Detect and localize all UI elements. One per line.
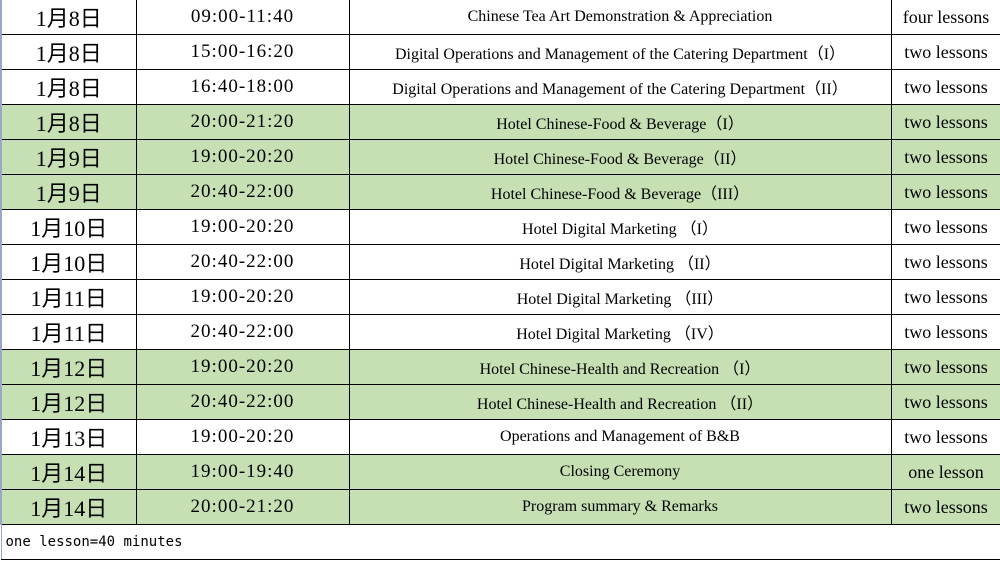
course-cell[interactable]: Hotel Digital Marketing （IV） <box>348 314 892 350</box>
course-cell[interactable]: Hotel Chinese-Food & Beverage（I） <box>348 104 892 140</box>
time-cell[interactable]: 20:40-22:00 <box>135 384 350 420</box>
lessons-cell[interactable]: two lessons <box>890 244 1000 280</box>
lessons-cell[interactable]: two lessons <box>890 104 1000 140</box>
date-cell[interactable]: 1月12日 <box>0 384 137 420</box>
course-cell[interactable]: Hotel Digital Marketing （III） <box>348 279 892 315</box>
course-cell[interactable]: Hotel Chinese-Health and Recreation （II） <box>348 384 892 420</box>
footnote-row: one lesson=40 minutes <box>0 524 1000 560</box>
date-cell[interactable]: 1月9日 <box>0 174 137 210</box>
date-cell[interactable]: 1月12日 <box>0 349 137 385</box>
course-cell[interactable]: Chinese Tea Art Demonstration & Apprecia… <box>348 0 892 35</box>
lessons-cell[interactable]: two lessons <box>890 489 1000 525</box>
lessons-cell[interactable]: two lessons <box>890 349 1000 385</box>
time-cell[interactable]: 20:00-21:20 <box>135 489 350 525</box>
table-row: 1月9日 19:00-20:20 Hotel Chinese-Food & Beve… <box>0 139 1000 175</box>
date-cell[interactable]: 1月11日 <box>0 314 137 350</box>
table-row: 1月14日 20:00-21:20 Program summary & Remark… <box>0 489 1000 525</box>
table-row: 1月10日 19:00-20:20 Hotel Digital Marketing … <box>0 209 1000 245</box>
time-cell[interactable]: 20:40-22:00 <box>135 174 350 210</box>
course-cell[interactable]: Closing Ceremony <box>348 454 892 490</box>
footnote-cell[interactable]: one lesson=40 minutes <box>0 524 1000 560</box>
time-cell[interactable]: 16:40-18:00 <box>135 69 350 105</box>
course-cell[interactable]: Hotel Chinese-Food & Beverage（III） <box>348 174 892 210</box>
table-row: 1月8日 16:40-18:00 Digital Operations and Ma… <box>0 69 1000 105</box>
time-cell[interactable]: 20:40-22:00 <box>135 244 350 280</box>
time-cell[interactable]: 15:00-16:20 <box>135 34 350 70</box>
lessons-cell[interactable]: two lessons <box>890 174 1000 210</box>
lessons-cell[interactable]: two lessons <box>890 139 1000 175</box>
course-cell[interactable]: Program summary & Remarks <box>348 489 892 525</box>
lessons-cell[interactable]: two lessons <box>890 69 1000 105</box>
lessons-cell[interactable]: two lessons <box>890 209 1000 245</box>
time-cell[interactable]: 19:00-20:20 <box>135 279 350 315</box>
lessons-cell[interactable]: four lessons <box>890 0 1000 35</box>
date-cell[interactable]: 1月10日 <box>0 244 137 280</box>
time-cell[interactable]: 19:00-20:20 <box>135 209 350 245</box>
table-row: 1月11日 20:40-22:00 Hotel Digital Marketing … <box>0 314 1000 350</box>
lessons-cell[interactable]: two lessons <box>890 34 1000 70</box>
table-row: 1月12日 20:40-22:00 Hotel Chinese-Health and… <box>0 384 1000 420</box>
course-cell[interactable]: Hotel Digital Marketing （I） <box>348 209 892 245</box>
lessons-cell[interactable]: two lessons <box>890 279 1000 315</box>
table-row: 1月8日 09:00-11:40 Chinese Tea Art Demonstra… <box>0 0 1000 35</box>
time-cell[interactable]: 19:00-20:20 <box>135 349 350 385</box>
lessons-cell[interactable]: one lesson <box>890 454 1000 490</box>
time-cell[interactable]: 19:00-19:40 <box>135 454 350 490</box>
date-cell[interactable]: 1月11日 <box>0 279 137 315</box>
date-cell[interactable]: 1月13日 <box>0 419 137 455</box>
date-cell[interactable]: 1月8日 <box>0 69 137 105</box>
date-cell[interactable]: 1月14日 <box>0 489 137 525</box>
course-cell[interactable]: Digital Operations and Management of the… <box>348 69 892 105</box>
table-row: 1月14日 19:00-19:40 Closing Ceremony one less… <box>0 454 1000 490</box>
table-row: 1月8日 15:00-16:20 Digital Operations and Ma… <box>0 34 1000 70</box>
date-cell[interactable]: 1月8日 <box>0 34 137 70</box>
course-cell[interactable]: Hotel Digital Marketing （II） <box>348 244 892 280</box>
date-cell[interactable]: 1月8日 <box>0 104 137 140</box>
time-cell[interactable]: 19:00-20:20 <box>135 139 350 175</box>
time-cell[interactable]: 09:00-11:40 <box>135 0 350 35</box>
table-row: 1月12日 19:00-20:20 Hotel Chinese-Health and… <box>0 349 1000 385</box>
time-cell[interactable]: 20:40-22:00 <box>135 314 350 350</box>
date-cell[interactable]: 1月8日 <box>0 0 137 35</box>
table-row: 1月10日 20:40-22:00 Hotel Digital Marketing … <box>0 244 1000 280</box>
lessons-cell[interactable]: two lessons <box>890 419 1000 455</box>
table-row: 1月11日 19:00-20:20 Hotel Digital Marketing … <box>0 279 1000 315</box>
course-cell[interactable]: Hotel Chinese-Health and Recreation （I） <box>348 349 892 385</box>
date-cell[interactable]: 1月10日 <box>0 209 137 245</box>
lessons-cell[interactable]: two lessons <box>890 314 1000 350</box>
table-row: 1月8日 20:00-21:20 Hotel Chinese-Food & Beve… <box>0 104 1000 140</box>
table-row: 1月9日 20:40-22:00 Hotel Chinese-Food & Beve… <box>0 174 1000 210</box>
time-cell[interactable]: 19:00-20:20 <box>135 419 350 455</box>
course-cell[interactable]: Digital Operations and Management of the… <box>348 34 892 70</box>
date-cell[interactable]: 1月9日 <box>0 139 137 175</box>
date-cell[interactable]: 1月14日 <box>0 454 137 490</box>
table-row: 1月13日 19:00-20:20 Operations and Managemen… <box>0 419 1000 455</box>
lessons-cell[interactable]: two lessons <box>890 384 1000 420</box>
time-cell[interactable]: 20:00-21:20 <box>135 104 350 140</box>
course-cell[interactable]: Operations and Management of B&B <box>348 419 892 455</box>
course-cell[interactable]: Hotel Chinese-Food & Beverage（II） <box>348 139 892 175</box>
